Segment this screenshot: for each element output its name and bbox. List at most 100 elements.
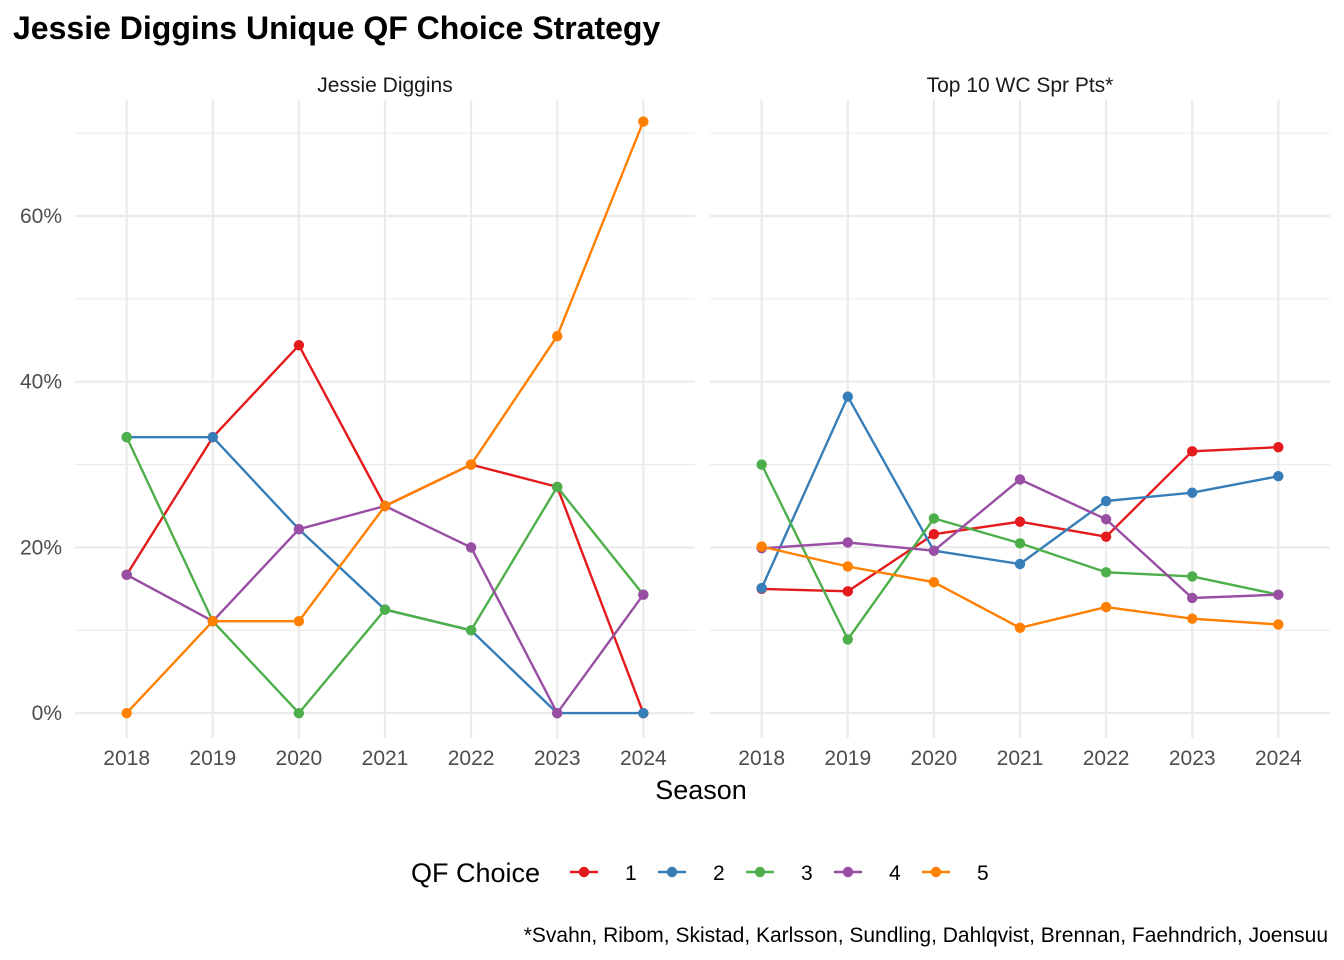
- x-tick-label: 2023: [534, 747, 581, 770]
- series-3: [756, 459, 1284, 645]
- data-point: [121, 432, 132, 443]
- legend-item-3: 3: [746, 862, 813, 885]
- data-point: [293, 615, 305, 627]
- data-point: [928, 577, 940, 588]
- data-point: [293, 524, 305, 535]
- data-point: [379, 500, 391, 512]
- data-point: [1187, 446, 1198, 457]
- data-point: [1273, 619, 1284, 630]
- data-point: [842, 634, 853, 645]
- data-point: [1014, 474, 1026, 485]
- y-tick-label: 60%: [20, 205, 62, 228]
- x-axes: 2018 2019 2020 2021 2022 2023 2024 2018 2019 2020…: [103, 747, 1302, 770]
- data-point: [1100, 531, 1112, 542]
- data-point: [1273, 441, 1284, 453]
- y-tick-label: 20%: [20, 536, 62, 559]
- facet-strip-label: Top 10 WC Spr Pts*: [927, 74, 1114, 97]
- data-point: [1100, 514, 1112, 525]
- data-point: [638, 116, 649, 127]
- data-point: [1187, 487, 1198, 498]
- legend-label: 3: [801, 862, 813, 885]
- x-tick-label: 2023: [1169, 747, 1216, 770]
- data-point: [1187, 571, 1198, 582]
- y-axis: 0% 20% 40% 60%: [20, 205, 62, 725]
- facet-strip-label: Jessie Diggins: [317, 74, 452, 97]
- x-tick-label: 2021: [997, 747, 1044, 770]
- data-point: [465, 625, 477, 636]
- data-point: [552, 481, 563, 493]
- data-point: [379, 604, 391, 615]
- data-point: [842, 561, 853, 572]
- facet-panel-1: Jessie Diggins: [75, 74, 695, 738]
- y-tick-label: 40%: [20, 371, 62, 394]
- data-point: [1187, 592, 1198, 604]
- x-tick-label: 2018: [738, 747, 785, 770]
- data-point: [842, 537, 853, 548]
- legend: QF Choice 1 2 3 4 5: [411, 858, 989, 888]
- x-tick-label: 2019: [189, 747, 236, 770]
- data-point: [1100, 601, 1112, 613]
- legend-label: 5: [977, 862, 989, 885]
- data-point: [552, 707, 563, 719]
- x-tick-label: 2022: [448, 747, 495, 770]
- data-point: [1100, 567, 1112, 578]
- series-5: [756, 541, 1284, 633]
- facet-panels: Jessie Diggins Top 10 WC Spr Pts*: [75, 74, 1330, 738]
- legend-title: QF Choice: [411, 858, 540, 888]
- series-5: [121, 116, 649, 719]
- legend-item-2: 2: [658, 862, 725, 885]
- legend-label: 1: [625, 862, 637, 885]
- x-tick-label: 2024: [620, 747, 667, 770]
- legend-key-point: [754, 866, 766, 878]
- legend-item-4: 4: [834, 862, 901, 885]
- legend-key-point: [930, 866, 942, 878]
- data-point: [1273, 470, 1284, 482]
- data-point: [293, 707, 305, 719]
- data-point: [1100, 495, 1112, 507]
- data-point: [1014, 516, 1026, 527]
- data-point: [1273, 589, 1284, 600]
- data-point: [207, 432, 218, 443]
- caption: *Svahn, Ribom, Skistad, Karlsson, Sundli…: [524, 924, 1328, 947]
- x-tick-label: 2018: [103, 747, 150, 770]
- data-point: [1187, 613, 1198, 624]
- legend-key-point: [842, 866, 854, 878]
- x-tick-label: 2019: [824, 747, 871, 770]
- chart-title: Jessie Diggins Unique QF Choice Strategy: [13, 10, 660, 46]
- data-point: [1014, 558, 1026, 570]
- legend-key-point: [578, 866, 590, 878]
- x-tick-label: 2022: [1083, 747, 1130, 770]
- facet-panel-2: Top 10 WC Spr Pts*: [710, 74, 1330, 738]
- legend-item-1: 1: [570, 862, 637, 885]
- data-point: [1014, 538, 1026, 549]
- data-point: [756, 459, 767, 470]
- data-point: [638, 707, 649, 719]
- y-tick-label: 0%: [32, 702, 62, 725]
- data-point: [756, 582, 767, 594]
- data-point: [928, 545, 940, 556]
- data-point: [756, 541, 767, 552]
- data-point: [842, 586, 853, 597]
- legend-label: 2: [713, 862, 725, 885]
- x-tick-label: 2020: [911, 747, 958, 770]
- data-point: [842, 391, 853, 402]
- data-point: [928, 528, 940, 540]
- legend-key-point: [666, 866, 678, 878]
- x-tick-label: 2021: [362, 747, 409, 770]
- x-tick-label: 2020: [276, 747, 323, 770]
- x-tick-label: 2024: [1255, 747, 1302, 770]
- data-point: [928, 513, 940, 524]
- data-point: [121, 569, 132, 580]
- x-axis-title: Season: [655, 775, 747, 805]
- data-point: [293, 340, 305, 351]
- data-point: [207, 615, 218, 627]
- data-point: [552, 330, 563, 342]
- legend-label: 4: [889, 862, 901, 885]
- data-point: [465, 459, 477, 470]
- data-point: [121, 707, 132, 719]
- data-point: [1014, 622, 1026, 633]
- data-point: [465, 542, 477, 553]
- data-point: [638, 589, 649, 600]
- legend-item-5: 5: [922, 862, 989, 885]
